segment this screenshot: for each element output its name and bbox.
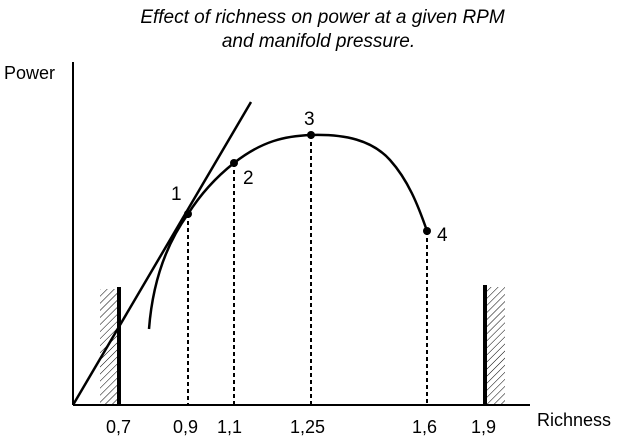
x-tick-labels: 0,7 0,9 1,1 1,25 1,6 1,9 [106,417,496,437]
curve-point-2 [230,159,238,167]
x-axis-label: Richness [537,410,611,430]
x-tick-label: 0,7 [106,417,131,437]
x-tick-label: 1,6 [412,417,437,437]
x-tick-label: 0,9 [173,417,198,437]
point-label-3: 3 [304,109,315,130]
x-tick-label: 1,1 [217,417,242,437]
lean-limit-hatch [100,289,118,405]
x-tick-label: 1,9 [471,417,496,437]
power-curve [147,133,429,330]
chart-title-line-1: Effect of richness on power at a given R… [140,7,505,28]
rich-limit-hatch [487,287,505,405]
curve-point-4 [423,227,431,235]
y-axis-label: Power [4,63,55,83]
x-tick-label: 1,25 [290,417,325,437]
curve-points: 1 2 3 4 [171,109,448,246]
tangent-line [71,101,253,406]
curve-point-1 [184,210,192,218]
point-label-4: 4 [437,225,448,246]
point-label-1: 1 [171,184,182,205]
point-label-2: 2 [243,168,254,189]
chart-title-line-2: and manifold pressure. [221,31,416,52]
curve-point-3 [307,131,315,139]
